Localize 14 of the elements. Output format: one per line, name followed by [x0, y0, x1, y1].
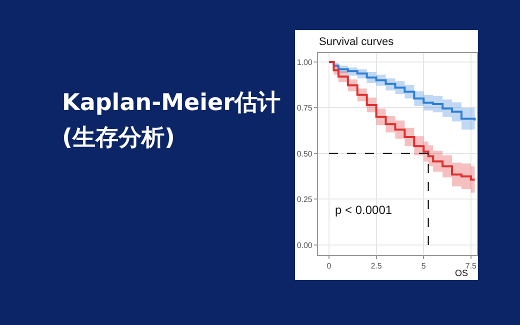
y-tick-label: 0.25 [296, 194, 313, 204]
y-tick-label: 1.00 [296, 58, 313, 67]
y-tick-label: 0.00 [296, 240, 313, 250]
y-tick-label: 0.75 [296, 104, 313, 113]
text: Kaplan-Meier估计 [62, 90, 280, 116]
x-axis-title: OS [455, 268, 468, 278]
y-tick-label: 0.50 [296, 149, 313, 158]
text: (生存分析) [62, 125, 176, 151]
annotation: p < 0.0001 [335, 203, 392, 217]
x-tick-label: 0 [326, 262, 332, 271]
x-tick-label: 7.5 [465, 262, 478, 271]
x-tick-label: 2.5 [370, 262, 382, 271]
x-tick-label: 5 [421, 262, 426, 271]
chart-title: Survival curves [319, 36, 394, 48]
